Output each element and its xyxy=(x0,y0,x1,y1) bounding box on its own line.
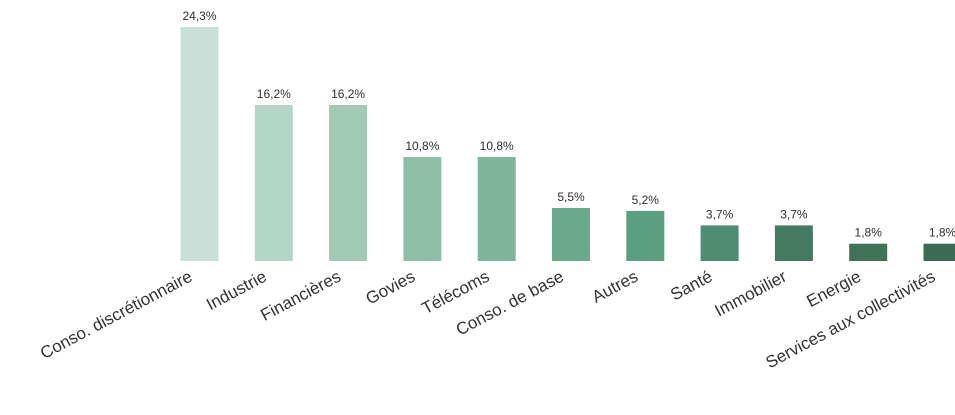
bar-2 xyxy=(329,105,368,261)
category-label-0: Conso. discrétionnaire xyxy=(37,267,195,363)
data-label-3: 10,8% xyxy=(405,139,439,153)
value-labels-layer: 24,3% 16,2% 16,2% 10,8% 10,8% 5,5% 5,2% 3,7% 3,7… xyxy=(182,9,955,240)
bar-0 xyxy=(180,27,219,261)
data-label-0: 24,3% xyxy=(182,9,216,23)
data-label-7: 3,7% xyxy=(706,207,734,221)
category-labels-layer: Conso. discrétionnaire IndustrieFinancièr… xyxy=(37,267,938,373)
bar-5 xyxy=(552,208,590,261)
bar-6 xyxy=(626,210,665,261)
bar-10 xyxy=(923,243,955,261)
data-label-8: 3,7% xyxy=(780,207,808,221)
bar-1 xyxy=(254,105,293,261)
bar-3 xyxy=(403,157,442,261)
bar-7 xyxy=(700,225,739,261)
bars-layer xyxy=(180,27,955,261)
category-label-6: Autres xyxy=(589,267,641,307)
category-label-9: Energie xyxy=(803,267,864,311)
data-label-2: 16,2% xyxy=(331,87,365,101)
bar-9 xyxy=(849,243,888,261)
category-label-3: Govies xyxy=(363,267,419,309)
data-label-9: 1,8% xyxy=(855,226,883,240)
data-label-1: 16,2% xyxy=(257,87,291,101)
data-label-4: 10,8% xyxy=(480,139,514,153)
data-label-6: 5,2% xyxy=(632,193,660,207)
category-label-7: Santé xyxy=(667,267,715,305)
category-label-8: Immobilier xyxy=(712,267,790,321)
bar-8 xyxy=(774,225,813,261)
bar-4 xyxy=(477,157,516,261)
data-label-10: 1,8% xyxy=(929,226,955,240)
category-label-2: Financières xyxy=(257,267,344,325)
data-label-5: 5,5% xyxy=(557,190,585,204)
